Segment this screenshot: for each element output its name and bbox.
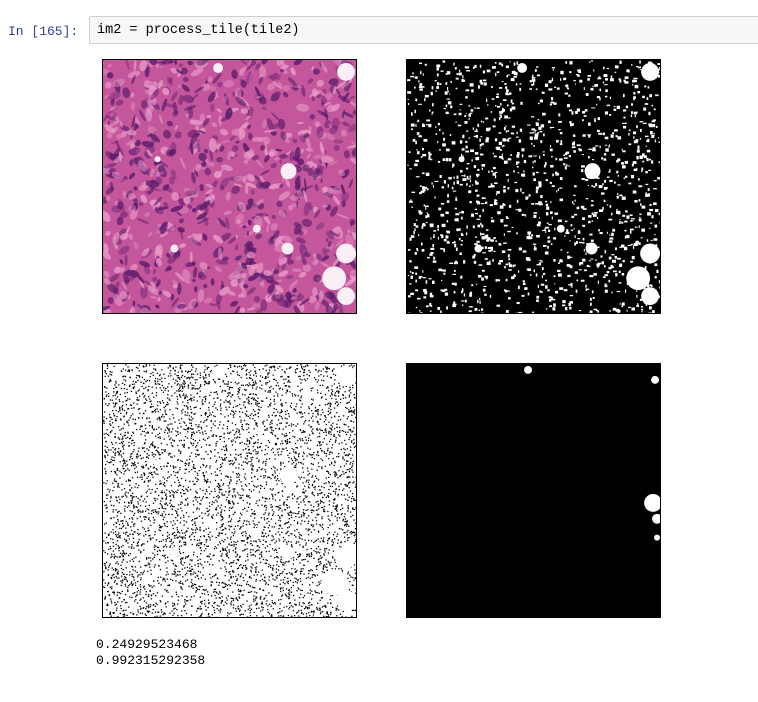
output-value-2: 0.992315292358 [96,653,206,668]
cell-output-area: 0.24929523468 0.992315292358 [0,50,758,702]
cell-stdout: 0.24929523468 0.992315292358 [96,637,205,669]
blob-mask-image [406,363,661,618]
he-tissue-image [102,59,357,314]
blob-mask-canvas [407,364,660,617]
he-tissue-canvas [103,60,356,313]
binary-mask-canvas [407,60,660,313]
noise-mask-canvas [103,364,356,617]
noise-mask-image [102,363,357,618]
output-value-1: 0.24929523468 [96,637,198,652]
cell-prompt: In [165]: [8,24,79,39]
code-line[interactable]: im2 = process_tile(tile2) [97,23,300,38]
binary-mask-image [406,59,661,314]
code-input-area[interactable]: im2 = process_tile(tile2) [89,16,758,44]
